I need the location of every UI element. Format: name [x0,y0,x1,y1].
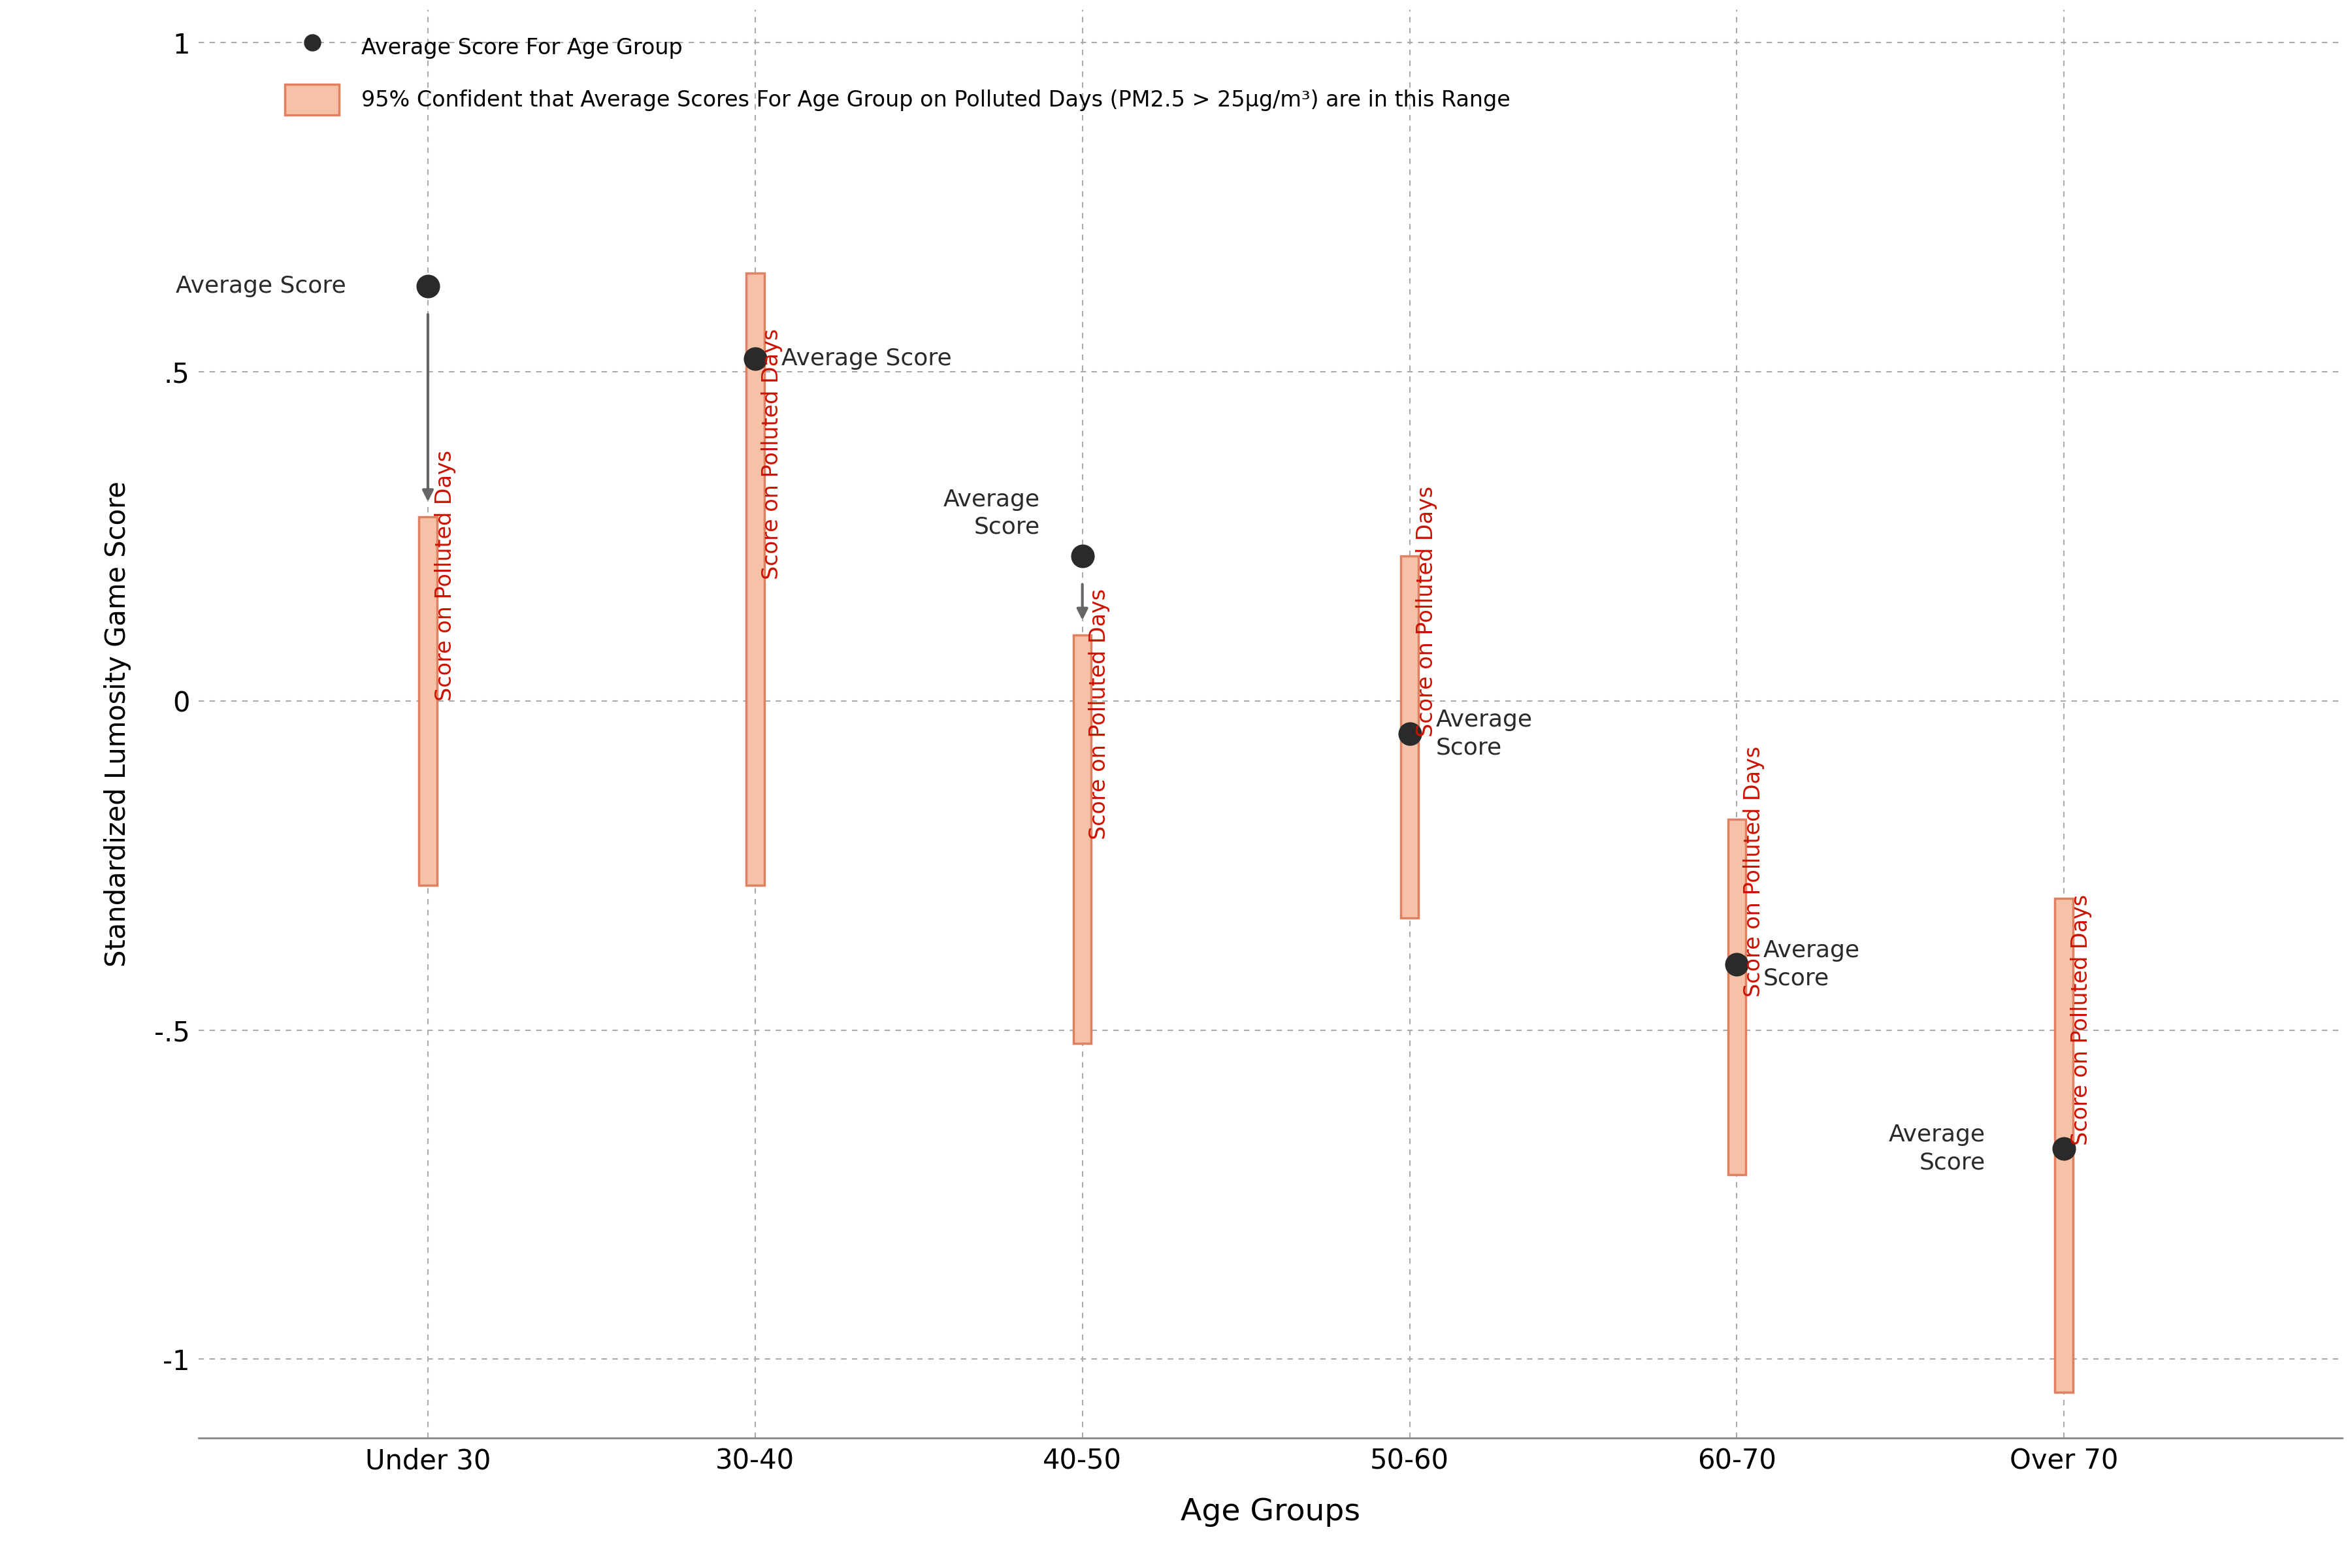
Bar [1729,820,1745,1174]
Text: Score on Polluted Days: Score on Polluted Days [762,328,783,579]
Bar [2056,898,2072,1392]
Text: Average
Score: Average Score [1764,939,1860,989]
Y-axis label: Standardized Lumosity Game Score: Standardized Lumosity Game Score [103,481,132,967]
Bar [746,273,764,886]
Text: Average Score: Average Score [781,348,953,370]
Text: Score on Polluted Days: Score on Polluted Days [1416,486,1437,737]
Text: Score on Polluted Days: Score on Polluted Days [2070,894,2091,1145]
Text: Average
Score: Average Score [1889,1124,1985,1173]
Text: Average
Score: Average Score [943,489,1040,538]
Text: Average
Score: Average Score [1435,709,1534,759]
Text: Score on Polluted Days: Score on Polluted Days [1089,588,1110,839]
Bar [1399,557,1418,919]
Text: Score on Polluted Days: Score on Polluted Days [1743,746,1764,997]
Bar [419,517,437,886]
X-axis label: Age Groups: Age Groups [1181,1497,1359,1527]
Text: Score on Polluted Days: Score on Polluted Days [435,450,456,701]
Legend: Average Score For Age Group, 95% Confident that Average Scores For Age Group on : Average Score For Age Group, 95% Confide… [275,20,1522,125]
Bar [1073,635,1091,1043]
Text: Average Score: Average Score [176,274,346,298]
